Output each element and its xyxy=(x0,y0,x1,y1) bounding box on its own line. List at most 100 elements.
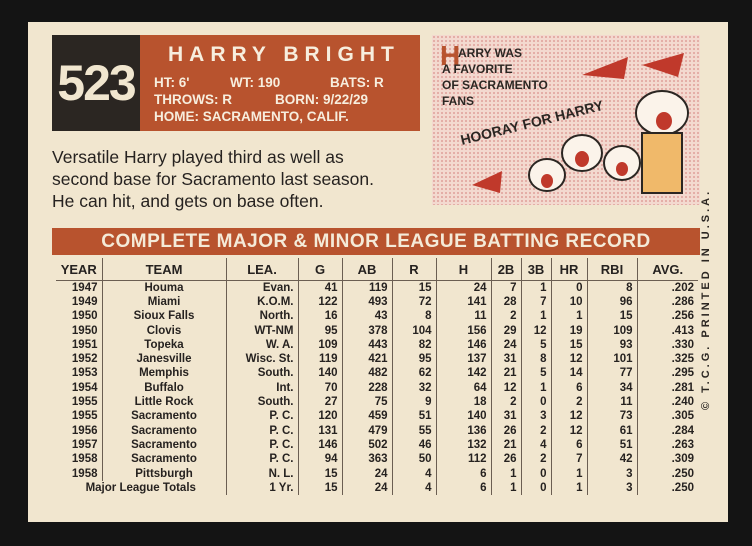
cell: 140 xyxy=(297,366,342,382)
column-header: AVG. xyxy=(636,258,698,281)
cell: 3 xyxy=(520,409,551,424)
cell: P. C. xyxy=(225,452,298,467)
cell: 3 xyxy=(586,481,637,496)
cell: 1 xyxy=(490,466,521,482)
cell: South. xyxy=(225,395,298,410)
cell: 479 xyxy=(341,423,392,439)
cell: 31 xyxy=(490,409,521,424)
column-header: LEA. xyxy=(225,258,298,281)
home: HOME: SACRAMENTO, CALIF. xyxy=(154,109,349,124)
cell: 72 xyxy=(391,295,436,310)
cell: 1958 xyxy=(71,467,98,480)
cell: 228 xyxy=(341,381,392,396)
cell: 55 xyxy=(391,423,436,439)
cell: 140 xyxy=(435,409,491,424)
totals-row: Major League Totals 1 Yr. 15 24 4 6 1 0 1 3.250 xyxy=(56,481,698,496)
cell: .263 xyxy=(636,438,698,453)
cell: Little Rock xyxy=(101,395,226,410)
cell: 421 xyxy=(341,352,392,367)
cell: .284 xyxy=(636,423,698,439)
cell: 156 xyxy=(435,323,491,339)
pennant xyxy=(472,171,502,193)
cell: 21 xyxy=(490,438,521,453)
cell: 0 xyxy=(520,481,551,496)
cell: Sacramento xyxy=(101,452,226,467)
cell: Pittsburgh xyxy=(101,466,226,482)
cell: W. A. xyxy=(225,338,298,353)
cell: WT-NM xyxy=(225,323,298,339)
cell: 5 xyxy=(520,366,551,382)
cell: 363 xyxy=(341,452,392,467)
cell: 34 xyxy=(586,381,637,396)
cell: 7 xyxy=(490,280,521,296)
cell: 18 xyxy=(435,395,491,410)
cell: 15 xyxy=(297,481,342,496)
cell: 26 xyxy=(490,452,521,467)
blurb-line: Versatile Harry played third as well as xyxy=(52,147,344,167)
cell: 12 xyxy=(550,423,587,439)
cell: 141 xyxy=(435,295,491,310)
bats: BATS: R xyxy=(330,75,384,90)
cell: Sioux Falls xyxy=(101,309,226,324)
cell: 27 xyxy=(297,395,342,410)
stat-row: 1950 Clovis WT-NM 95 378 104 156 29 12 19 109.413 xyxy=(56,323,698,339)
stat-row: 1952 Janesville Wisc. St. 119 421 95 137 31 8 12 1… xyxy=(56,352,698,367)
cell: 15 xyxy=(297,466,342,482)
stat-row: 1957 Sacramento P. C. 146 502 46 132 21 4 6 51.263 xyxy=(56,438,698,453)
stat-row: 1953 Memphis South. 140 482 62 142 21 5 14 77.295 xyxy=(56,366,698,382)
cell: 75 xyxy=(341,395,392,410)
cell: 443 xyxy=(341,338,392,353)
cell: 11 xyxy=(435,309,491,324)
cell: 0 xyxy=(550,280,587,296)
cell: 8 xyxy=(586,280,637,296)
cell: 4 xyxy=(391,466,436,482)
cell: 51 xyxy=(391,409,436,424)
cell: Clovis xyxy=(101,323,226,339)
caption-line: OF SACRAMENTO xyxy=(442,78,548,92)
cell: 1 xyxy=(520,280,551,296)
stat-row: 1950 Sioux Falls North. 16 43 8 11 2 1 1 15.256 xyxy=(56,309,698,324)
cell: 43 xyxy=(341,309,392,324)
column-header: HR xyxy=(550,258,587,281)
column-header: RBI xyxy=(586,258,637,281)
cell: 1954 xyxy=(71,381,98,394)
cell: 12 xyxy=(550,352,587,367)
cell: Buffalo xyxy=(101,381,226,396)
cell: .202 xyxy=(636,280,698,296)
cell: 1949 xyxy=(71,295,98,308)
cell: 41 xyxy=(297,280,342,296)
cell: 1 xyxy=(520,381,551,396)
cell: 15 xyxy=(550,338,587,353)
cell: 46 xyxy=(391,438,436,453)
cell: 1 xyxy=(550,481,587,496)
cell: 12 xyxy=(520,323,551,339)
stat-row: 1958 Pittsburgh N. L. 15 24 4 6 1 0 1 3.250 xyxy=(56,466,698,482)
stat-row: 1958 Sacramento P. C. 94 363 50 112 26 2 7 42.309 xyxy=(56,452,698,467)
cell: 15 xyxy=(391,280,436,296)
cell: 6 xyxy=(435,466,491,482)
cell: 119 xyxy=(341,280,392,296)
cell: 6 xyxy=(550,438,587,453)
cell: 146 xyxy=(435,338,491,353)
cell: 11 xyxy=(586,395,637,410)
cell: North. xyxy=(225,309,298,324)
cell: Memphis xyxy=(101,366,226,382)
pennant xyxy=(642,53,684,77)
cell: 1950 xyxy=(71,310,98,323)
cell: .250 xyxy=(636,466,698,482)
cell: 82 xyxy=(391,338,436,353)
record-title: COMPLETE MAJOR & MINOR LEAGUE BATTING RE… xyxy=(52,228,700,255)
cell: 2 xyxy=(520,452,551,467)
cell: 93 xyxy=(586,338,637,353)
cell: 24 xyxy=(341,466,392,482)
cell: K.O.M. xyxy=(225,295,298,310)
mouths xyxy=(541,112,672,188)
cell: 28 xyxy=(490,295,521,310)
cell: Miami xyxy=(101,295,226,310)
cell: 10 xyxy=(550,295,587,310)
cell: .281 xyxy=(636,381,698,396)
cell: 109 xyxy=(586,323,637,339)
cell: 122 xyxy=(297,295,342,310)
cell: 15 xyxy=(586,309,637,324)
cell: .240 xyxy=(636,395,698,410)
